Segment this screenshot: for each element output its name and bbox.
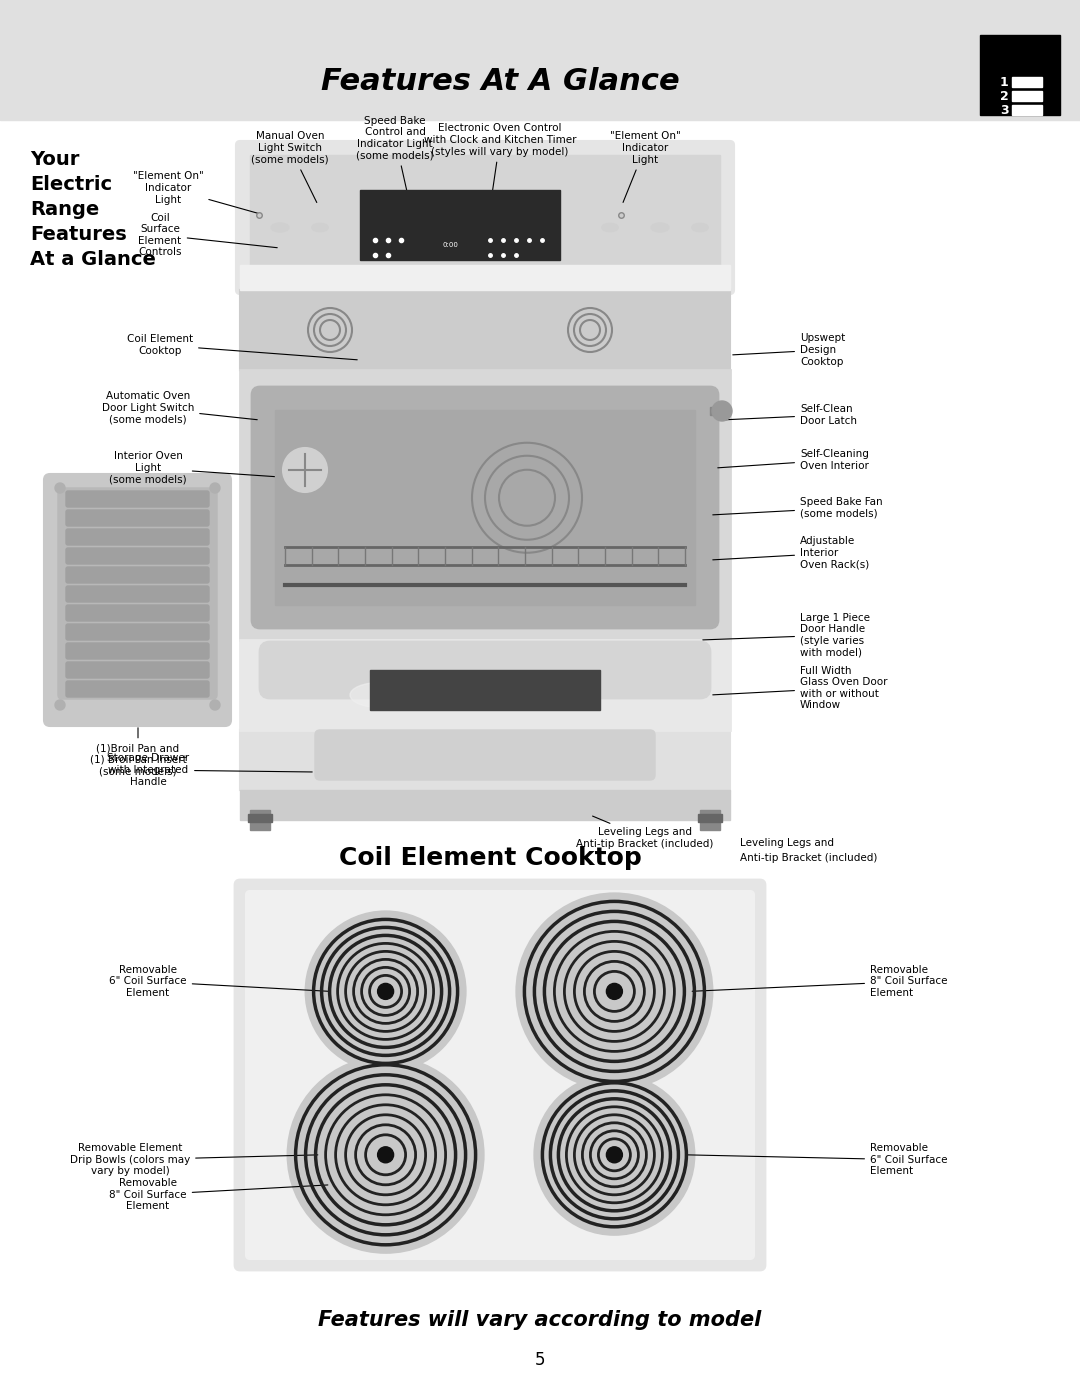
- Circle shape: [712, 401, 732, 420]
- Text: Large 1 Piece
Door Handle
(style varies
with model): Large 1 Piece Door Handle (style varies …: [703, 613, 870, 658]
- Bar: [700, 810, 720, 830]
- Text: Coil Element
Cooktop: Coil Element Cooktop: [127, 334, 357, 360]
- FancyBboxPatch shape: [315, 731, 654, 780]
- Ellipse shape: [490, 683, 550, 707]
- FancyBboxPatch shape: [235, 880, 765, 1270]
- Bar: [240, 291, 730, 370]
- Bar: [980, 35, 1059, 115]
- FancyBboxPatch shape: [66, 585, 210, 602]
- Ellipse shape: [312, 224, 328, 232]
- Text: 0:00: 0:00: [442, 242, 458, 249]
- FancyBboxPatch shape: [237, 141, 734, 293]
- Text: Anti-tip Bracket (included): Anti-tip Bracket (included): [740, 854, 877, 863]
- Bar: [370, 671, 600, 710]
- Bar: [240, 370, 730, 640]
- Text: Automatic Oven
Door Light Switch
(some models): Automatic Oven Door Light Switch (some m…: [102, 391, 257, 425]
- FancyBboxPatch shape: [66, 643, 210, 659]
- Circle shape: [516, 894, 713, 1090]
- FancyBboxPatch shape: [66, 510, 210, 527]
- Text: Removable
6" Coil Surface
Element: Removable 6" Coil Surface Element: [109, 965, 328, 997]
- FancyBboxPatch shape: [66, 529, 210, 545]
- FancyBboxPatch shape: [66, 680, 210, 697]
- Text: Speed Bake Fan
(some models): Speed Bake Fan (some models): [713, 497, 882, 518]
- FancyBboxPatch shape: [66, 548, 210, 564]
- Text: Manual Oven
Light Switch
(some models): Manual Oven Light Switch (some models): [252, 131, 328, 203]
- Text: 2: 2: [1000, 89, 1009, 102]
- Text: Removable
6" Coil Surface
Element: Removable 6" Coil Surface Element: [687, 1143, 947, 1176]
- Text: Leveling Legs and: Leveling Legs and: [740, 838, 834, 848]
- Text: Removable Element
Drip Bowls (colors may
vary by model): Removable Element Drip Bowls (colors may…: [70, 1143, 318, 1176]
- Text: Adjustable
Interior
Oven Rack(s): Adjustable Interior Oven Rack(s): [713, 536, 869, 570]
- Text: Electronic Oven Control
with Clock and Kitchen Timer
(styles will vary by model): Electronic Oven Control with Clock and K…: [423, 123, 577, 205]
- FancyBboxPatch shape: [66, 490, 210, 507]
- Ellipse shape: [350, 683, 410, 707]
- Bar: [240, 789, 730, 820]
- Text: 5: 5: [535, 1351, 545, 1369]
- Circle shape: [210, 483, 220, 493]
- Text: "Element On"
Indicator
Light: "Element On" Indicator Light: [609, 131, 680, 203]
- Bar: [1012, 105, 1042, 115]
- Text: Coil Element Cooktop: Coil Element Cooktop: [339, 847, 642, 870]
- Bar: [240, 640, 730, 731]
- Bar: [240, 265, 730, 291]
- Text: Leveling Legs and
Anti-tip Bracket (included): Leveling Legs and Anti-tip Bracket (incl…: [577, 816, 714, 849]
- Text: Self-Clean
Door Latch: Self-Clean Door Latch: [723, 404, 858, 426]
- Text: Removable
8" Coil Surface
Element: Removable 8" Coil Surface Element: [692, 965, 947, 997]
- Text: Speed Bake
Control and
Indicator Light
(some models): Speed Bake Control and Indicator Light (…: [356, 116, 434, 203]
- Circle shape: [287, 1056, 484, 1253]
- Circle shape: [535, 1074, 694, 1235]
- Text: Full Width
Glass Oven Door
with or without
Window: Full Width Glass Oven Door with or witho…: [713, 665, 888, 711]
- Bar: [248, 814, 272, 821]
- Ellipse shape: [271, 224, 288, 232]
- Bar: [249, 810, 270, 830]
- FancyBboxPatch shape: [246, 891, 754, 1259]
- Circle shape: [378, 1147, 393, 1162]
- Circle shape: [378, 983, 393, 999]
- Bar: [240, 731, 730, 789]
- Bar: [1012, 91, 1042, 101]
- Text: Storage Drawer
with Integrated
Handle: Storage Drawer with Integrated Handle: [107, 753, 312, 787]
- FancyBboxPatch shape: [66, 605, 210, 622]
- Text: Interior Oven
Light
(some models): Interior Oven Light (some models): [109, 451, 293, 485]
- Text: Upswept
Design
Cooktop: Upswept Design Cooktop: [732, 334, 846, 366]
- Text: Self-Cleaning
Oven Interior: Self-Cleaning Oven Interior: [718, 450, 869, 471]
- Text: 1: 1: [1000, 75, 1009, 88]
- Bar: [710, 407, 725, 415]
- Ellipse shape: [603, 224, 618, 232]
- FancyBboxPatch shape: [66, 567, 210, 583]
- Bar: [1012, 77, 1042, 87]
- Circle shape: [55, 483, 65, 493]
- Text: Your
Electric
Range
Features
At a Glance: Your Electric Range Features At a Glance: [30, 149, 156, 270]
- FancyBboxPatch shape: [66, 662, 210, 678]
- Circle shape: [283, 448, 327, 492]
- Circle shape: [606, 1147, 622, 1162]
- Ellipse shape: [420, 683, 480, 707]
- Circle shape: [210, 700, 220, 710]
- Circle shape: [606, 983, 622, 999]
- Circle shape: [55, 700, 65, 710]
- Text: Removable
8" Coil Surface
Element: Removable 8" Coil Surface Element: [109, 1178, 328, 1211]
- Bar: [0, 0, 1080, 120]
- FancyBboxPatch shape: [260, 643, 710, 698]
- Text: Features At A Glance: Features At A Glance: [321, 67, 679, 96]
- Bar: [698, 814, 723, 821]
- Ellipse shape: [651, 224, 669, 232]
- Text: Features will vary according to model: Features will vary according to model: [319, 1310, 761, 1330]
- Bar: [360, 190, 561, 260]
- FancyBboxPatch shape: [44, 474, 231, 726]
- Ellipse shape: [692, 224, 707, 232]
- Text: (1)Broil Pan and
(1) Broil Pan Insert
(some models): (1)Broil Pan and (1) Broil Pan Insert (s…: [90, 728, 187, 777]
- Text: 3: 3: [1000, 103, 1009, 116]
- Bar: [275, 409, 696, 605]
- Text: "Element On"
Indicator
Light: "Element On" Indicator Light: [133, 172, 261, 214]
- Bar: [249, 155, 720, 285]
- FancyBboxPatch shape: [252, 387, 718, 629]
- FancyBboxPatch shape: [66, 624, 210, 640]
- FancyBboxPatch shape: [58, 488, 217, 698]
- Text: Coil
Surface
Element
Controls: Coil Surface Element Controls: [138, 212, 278, 257]
- Circle shape: [306, 911, 465, 1071]
